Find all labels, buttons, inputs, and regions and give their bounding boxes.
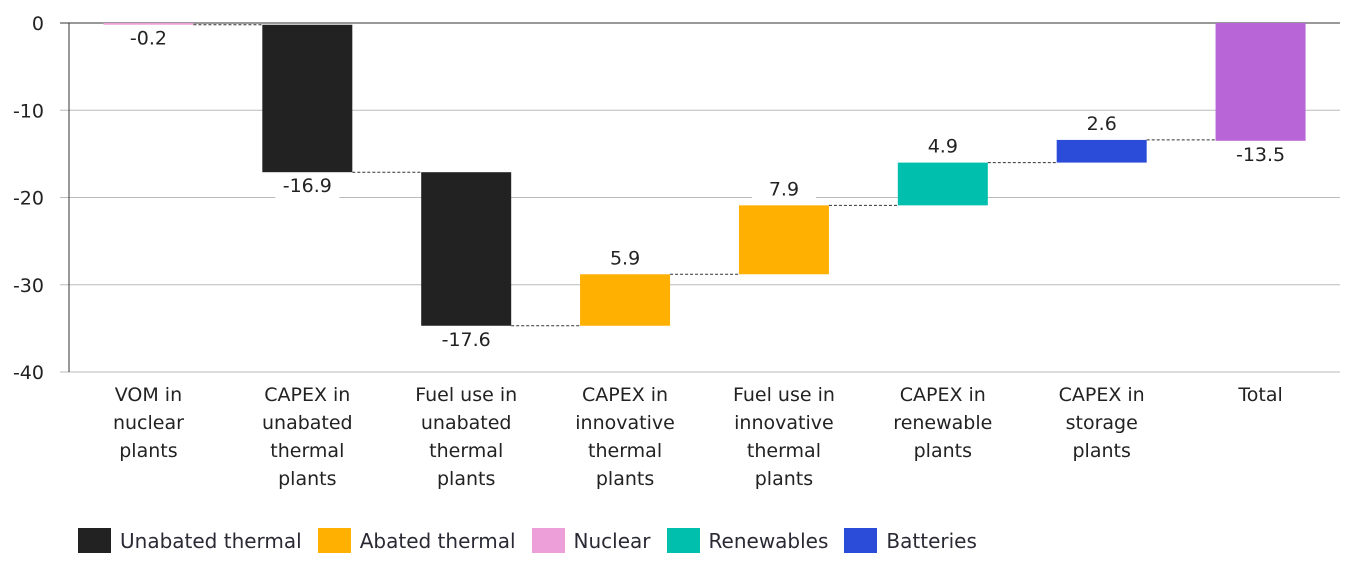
x-tick-label: plants [278, 468, 336, 490]
x-tick-label: innovative [575, 412, 675, 434]
legend-swatch [531, 528, 565, 553]
data-label-bg [1069, 111, 1134, 136]
legend-swatch [844, 528, 878, 553]
y-tick-label: -20 [13, 188, 44, 210]
bar [1215, 23, 1306, 141]
legend-label: Unabated thermal [120, 528, 302, 553]
x-tick-label: Fuel use in [415, 384, 517, 406]
data-label-bg [116, 26, 181, 51]
y-tick-label: -10 [13, 100, 44, 122]
bar [738, 205, 829, 275]
x-tick-label: thermal [588, 440, 662, 462]
x-tick-label: plants [119, 440, 177, 462]
x-tick-label: nuclear [113, 412, 184, 434]
legend-item-unabated-thermal: Unabated thermal [78, 528, 302, 553]
x-tick-label: CAPEX in [900, 384, 986, 406]
x-tick-label: plants [755, 468, 813, 490]
y-tick-label: -30 [13, 275, 44, 297]
x-tick-label: thermal [270, 440, 344, 462]
data-label-bg [593, 246, 658, 271]
bar [1056, 139, 1147, 163]
legend: Unabated thermal Abated thermal Nuclear … [78, 528, 993, 553]
x-tick-label: storage [1066, 412, 1138, 434]
data-label: 7.9 [769, 178, 799, 200]
bar [421, 172, 512, 326]
data-label: -16.9 [283, 175, 332, 197]
x-tick-label: unabated [421, 412, 512, 434]
x-tick-label: VOM in [115, 384, 182, 406]
x-tick-label: thermal [429, 440, 503, 462]
legend-label: Renewables [708, 528, 829, 553]
x-tick-label: plants [596, 468, 654, 490]
legend-item-batteries: Batteries [844, 528, 977, 553]
legend-swatch [78, 528, 111, 553]
x-tick-label: CAPEX in [264, 384, 350, 406]
data-label: -17.6 [442, 329, 491, 351]
x-tick-label: CAPEX in [582, 384, 668, 406]
x-tick-label: plants [1073, 440, 1131, 462]
legend-label: Batteries [886, 528, 977, 553]
data-label-bg [275, 174, 340, 199]
x-tick-label: Fuel use in [733, 384, 835, 406]
bar [897, 162, 988, 206]
data-label-bg [434, 327, 499, 352]
x-tick-label: thermal [747, 440, 821, 462]
data-label: 5.9 [610, 247, 640, 269]
legend-label: Abated thermal [359, 528, 516, 553]
data-label-bg [910, 134, 975, 159]
data-label: 4.9 [928, 136, 958, 158]
bar [580, 274, 671, 326]
y-tick-label: -40 [13, 362, 44, 384]
x-tick-label: plants [914, 440, 972, 462]
data-label-bg [1228, 142, 1293, 167]
data-label: 2.6 [1087, 113, 1117, 135]
legend-swatch [317, 528, 351, 553]
x-tick-label: renewable [893, 412, 992, 434]
legend-item-abated-thermal: Abated thermal [317, 528, 516, 553]
y-tick-label: 0 [32, 13, 44, 35]
x-tick-label: plants [437, 468, 495, 490]
legend-item-nuclear: Nuclear [531, 528, 651, 553]
x-tick-label: innovative [734, 412, 834, 434]
data-label-bg [751, 177, 816, 202]
bar [262, 24, 353, 173]
x-tick-label: Total [1237, 384, 1282, 406]
legend-swatch [666, 528, 700, 553]
bar [103, 23, 194, 25]
legend-label: Nuclear [573, 528, 651, 553]
data-label: -0.2 [130, 28, 167, 50]
data-label: -13.5 [1236, 144, 1285, 166]
x-tick-label: unabated [262, 412, 353, 434]
x-tick-label: CAPEX in [1059, 384, 1145, 406]
legend-item-renewables: Renewables [666, 528, 829, 553]
